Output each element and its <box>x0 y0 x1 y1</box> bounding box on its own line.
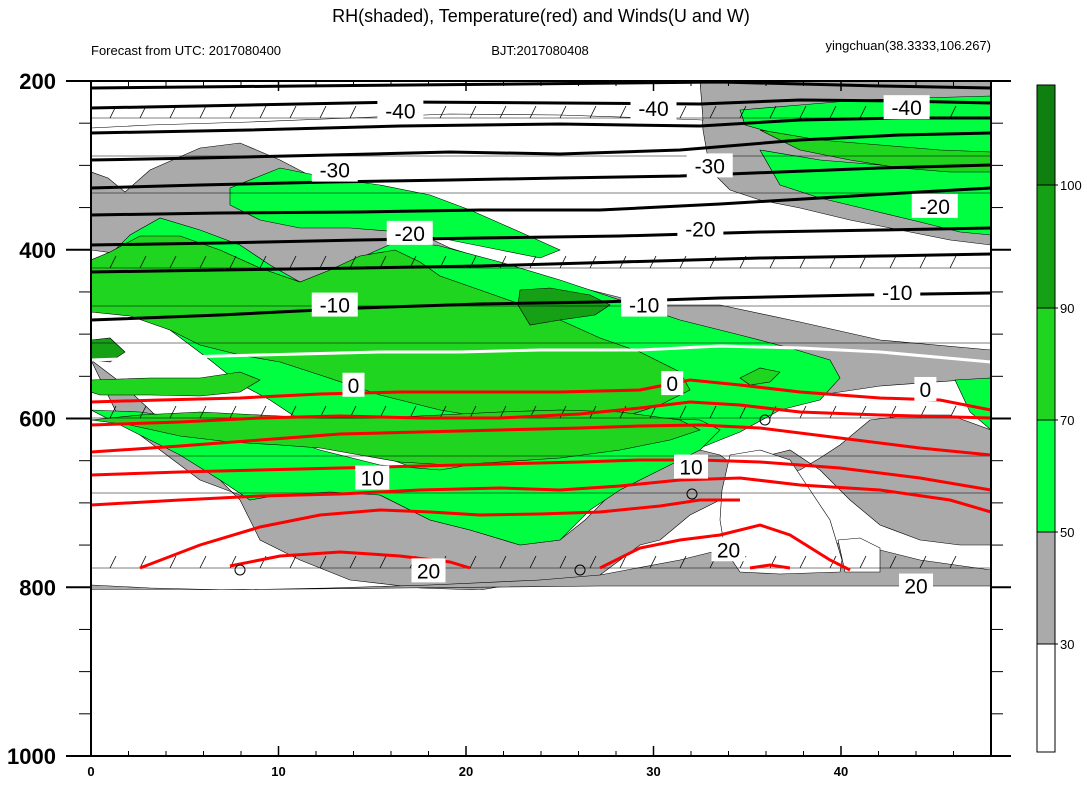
colorbar-swatch-100 <box>1036 84 1056 186</box>
marker-circle <box>574 564 586 576</box>
plot-area: -40 -40 -40 -30 -30 -20 -20 -20 -10 -10 -10 0 0 0 10 10… <box>91 81 991 756</box>
forecast-label: Forecast from UTC: 2017080400 <box>91 43 281 58</box>
marker-circle <box>234 564 246 576</box>
isotherm-label-box <box>674 454 708 479</box>
y-tick-label: 1000 <box>7 744 56 769</box>
isotherm-label-box <box>355 465 390 490</box>
marker-circle <box>759 414 771 426</box>
x-tick-label: 20 <box>459 764 473 779</box>
isotherm-label: -30 <box>695 155 725 178</box>
isotherm-label: -20 <box>395 223 425 246</box>
isotherm-label: 0 <box>348 375 360 398</box>
isotherm-label: -40 <box>891 97 921 120</box>
colorbar-swatch-lt30 <box>1036 643 1056 753</box>
isotherm-label-box <box>386 220 433 245</box>
bjt-label: BJT:2017080408 <box>491 43 589 58</box>
location-label: yingchuan(38.3333,106.267) <box>825 38 991 53</box>
colorbar-swatch-70 <box>1036 307 1056 421</box>
isotherm-label: 20 <box>904 576 927 599</box>
isotherm-label-box <box>630 96 677 120</box>
y-tick-label: 400 <box>19 238 56 263</box>
y-tick-label: 600 <box>19 407 56 432</box>
isotherm-label: -10 <box>320 295 350 318</box>
isotherm-label-box <box>911 193 958 218</box>
isotherm-label: 20 <box>417 560 440 583</box>
temperature-labels: -40 -40 -40 -30 -30 -20 -20 -20 -10 -10 -10 0 0 0 10 10… <box>311 95 958 599</box>
colorbar-label: 90 <box>1060 301 1074 316</box>
rh-shading-90 <box>91 287 611 363</box>
isotherm-label-box <box>883 95 930 120</box>
cold-isotherms <box>91 81 991 322</box>
y-tick-label: 200 <box>19 69 56 94</box>
isotherm-label: -20 <box>685 219 715 242</box>
colorbar-swatch-50 <box>1036 419 1056 533</box>
x-tick-label: 30 <box>646 764 660 779</box>
isotherm-label-box <box>311 157 358 182</box>
isotherm-label: -10 <box>882 282 912 305</box>
isotherm-label: 0 <box>666 373 678 396</box>
isotherm-label-box <box>342 372 365 397</box>
isotherm-label-box <box>711 537 746 562</box>
isotherm-label-box <box>686 153 733 178</box>
wind-barbs <box>109 105 957 569</box>
zero-isotherm <box>91 344 991 364</box>
colorbar-label: 30 <box>1060 637 1074 652</box>
isotherm-label-box <box>874 279 921 304</box>
colorbar-label: 50 <box>1060 525 1074 540</box>
isotherm-label: 10 <box>679 457 702 480</box>
isotherm-label: -10 <box>629 295 659 318</box>
isotherm-label: -40 <box>638 98 668 121</box>
colorbar-swatch-30 <box>1036 531 1056 645</box>
y-tick-label: 800 <box>19 575 56 600</box>
isotherm-label-box <box>914 376 937 401</box>
colorbar: 30 50 70 90 100 <box>1036 84 1082 753</box>
isotherm-label-box <box>621 292 668 317</box>
colorbar-swatch-90 <box>1036 184 1056 309</box>
isotherm-label: 10 <box>361 468 384 491</box>
chart-title: RH(shaded), Temperature(red) and Winds(U… <box>332 6 750 26</box>
isotherm-label: -20 <box>920 196 950 219</box>
isotherm-label-box <box>411 558 446 583</box>
isotherm-label-box <box>311 292 358 317</box>
colorbar-label: 100 <box>1060 178 1082 193</box>
x-tick-label: 40 <box>834 764 848 779</box>
grid-lines <box>91 117 991 569</box>
warm-isotherms <box>91 378 991 572</box>
isotherm-label: 20 <box>717 539 740 562</box>
isotherm-label: -40 <box>385 101 415 124</box>
isotherm-label-box <box>377 98 424 123</box>
isotherm-label-box <box>677 216 724 241</box>
x-tick-label: 10 <box>271 764 285 779</box>
isotherm-label: 0 <box>920 379 932 402</box>
isotherm-label-box <box>899 573 933 598</box>
isotherm-label-box <box>661 371 684 396</box>
x-tick-label: 0 <box>87 764 94 779</box>
colorbar-label: 70 <box>1060 413 1074 428</box>
marker-circle <box>686 488 698 500</box>
isotherm-label: -30 <box>320 160 350 183</box>
